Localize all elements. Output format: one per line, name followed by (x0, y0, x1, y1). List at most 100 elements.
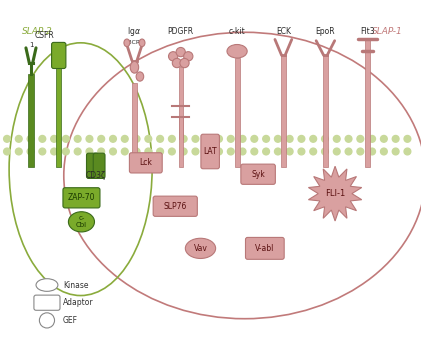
Circle shape (275, 135, 281, 142)
Circle shape (227, 148, 234, 155)
Circle shape (86, 135, 93, 142)
Ellipse shape (68, 212, 95, 232)
Circle shape (263, 148, 270, 155)
Circle shape (27, 148, 34, 155)
Text: Vav: Vav (194, 244, 208, 253)
Circle shape (204, 135, 211, 142)
Circle shape (51, 135, 57, 142)
Circle shape (204, 148, 211, 155)
Polygon shape (308, 166, 362, 221)
Text: c-
Cbl: c- Cbl (76, 215, 87, 229)
Circle shape (345, 148, 352, 155)
Circle shape (251, 135, 258, 142)
Circle shape (263, 135, 270, 142)
Ellipse shape (130, 61, 139, 73)
Text: 1: 1 (29, 42, 33, 48)
Text: Flt3: Flt3 (360, 27, 375, 37)
Ellipse shape (184, 52, 193, 61)
Circle shape (16, 135, 22, 142)
Circle shape (98, 135, 105, 142)
Circle shape (168, 135, 175, 142)
Circle shape (369, 135, 376, 142)
Circle shape (298, 135, 305, 142)
Circle shape (62, 135, 69, 142)
Ellipse shape (124, 39, 130, 47)
Circle shape (251, 148, 258, 155)
Circle shape (333, 135, 340, 142)
Ellipse shape (227, 45, 247, 58)
Bar (56, 66, 62, 167)
FancyBboxPatch shape (130, 153, 162, 173)
Circle shape (333, 148, 340, 155)
Circle shape (392, 148, 399, 155)
Text: Ig$\alpha$: Ig$\alpha$ (127, 25, 141, 38)
Text: SLAP-1: SLAP-1 (372, 27, 403, 37)
Circle shape (298, 148, 305, 155)
Circle shape (216, 135, 222, 142)
Bar (323, 55, 328, 167)
Bar (28, 74, 34, 167)
Text: GEF: GEF (63, 316, 78, 325)
FancyBboxPatch shape (63, 188, 100, 208)
FancyBboxPatch shape (87, 153, 98, 178)
Circle shape (133, 148, 140, 155)
Circle shape (4, 135, 11, 142)
Text: CSFR: CSFR (35, 31, 55, 40)
Text: LAT: LAT (203, 147, 217, 156)
Circle shape (310, 135, 316, 142)
Text: ZAP-70: ZAP-70 (68, 193, 95, 202)
Circle shape (145, 148, 151, 155)
Text: EpoR: EpoR (316, 27, 335, 37)
Text: Syk: Syk (251, 170, 265, 179)
Circle shape (357, 135, 364, 142)
Ellipse shape (136, 72, 144, 81)
Bar (179, 67, 183, 139)
Circle shape (345, 135, 352, 142)
Circle shape (168, 148, 175, 155)
Circle shape (227, 135, 234, 142)
Circle shape (369, 148, 376, 155)
Ellipse shape (139, 39, 145, 47)
Circle shape (110, 135, 116, 142)
Ellipse shape (36, 279, 58, 291)
FancyBboxPatch shape (153, 196, 197, 216)
FancyBboxPatch shape (201, 134, 219, 169)
Bar (365, 39, 370, 167)
Circle shape (381, 148, 387, 155)
Text: Kinase: Kinase (63, 280, 89, 290)
Circle shape (286, 135, 293, 142)
Text: FLI-1: FLI-1 (325, 189, 345, 198)
Circle shape (133, 135, 140, 142)
Circle shape (39, 135, 46, 142)
FancyBboxPatch shape (246, 237, 284, 259)
Text: PDGFR: PDGFR (168, 27, 194, 37)
Circle shape (192, 148, 199, 155)
Circle shape (98, 148, 105, 155)
Circle shape (180, 135, 187, 142)
Ellipse shape (172, 58, 181, 68)
Ellipse shape (185, 238, 216, 258)
Text: CD3ζ: CD3ζ (86, 171, 106, 180)
Circle shape (145, 135, 151, 142)
Circle shape (392, 135, 399, 142)
Bar (133, 83, 137, 167)
Circle shape (239, 148, 246, 155)
Circle shape (74, 135, 81, 142)
Ellipse shape (176, 47, 185, 57)
Circle shape (404, 148, 411, 155)
Circle shape (192, 135, 199, 142)
Circle shape (74, 148, 81, 155)
FancyBboxPatch shape (241, 164, 275, 184)
Circle shape (51, 148, 57, 155)
Text: c-kit: c-kit (229, 27, 246, 37)
Text: Lck: Lck (139, 158, 152, 167)
Circle shape (4, 148, 11, 155)
Bar (235, 58, 240, 167)
Circle shape (180, 148, 187, 155)
Text: Adaptor: Adaptor (63, 298, 94, 307)
Circle shape (157, 135, 163, 142)
Circle shape (27, 135, 34, 142)
Ellipse shape (180, 58, 189, 68)
Circle shape (157, 148, 163, 155)
FancyBboxPatch shape (34, 295, 60, 310)
